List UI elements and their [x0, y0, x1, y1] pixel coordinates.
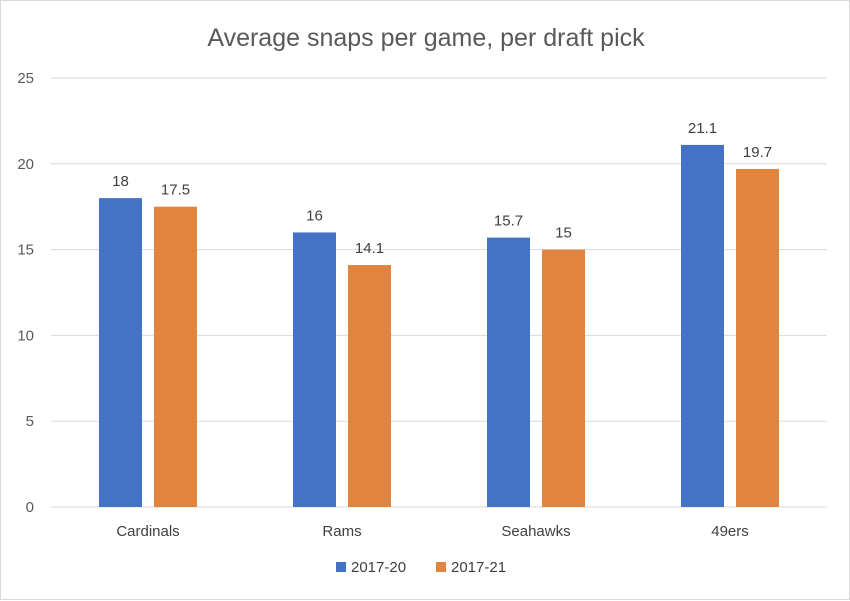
data-label: 14.1: [355, 240, 384, 257]
x-category-label: 49ers: [711, 523, 749, 540]
y-tick-label: 0: [26, 499, 34, 516]
data-label: 21.1: [688, 120, 717, 137]
data-label: 19.7: [743, 144, 772, 161]
x-category-label: Rams: [322, 523, 361, 540]
legend: 2017-20 2017-21: [336, 559, 506, 576]
bar-seahawks-2017-20: [487, 237, 530, 507]
data-label: 17.5: [161, 182, 190, 199]
x-category-label: Cardinals: [116, 523, 179, 540]
y-tick-label: 15: [17, 242, 34, 259]
x-axis-categories: Cardinals Rams Seahawks 49ers: [116, 523, 748, 540]
legend-swatch: [436, 562, 446, 572]
legend-swatch: [336, 562, 346, 572]
y-tick-label: 5: [26, 413, 34, 430]
y-tick-label: 10: [17, 327, 34, 344]
data-label: 15: [555, 225, 572, 242]
bars: [99, 144, 779, 507]
x-category-label: Seahawks: [501, 523, 570, 540]
data-label: 15.7: [494, 213, 523, 230]
chart-title: Average snaps per game, per draft pick: [207, 24, 645, 52]
bar-seahawks-2017-21: [542, 249, 585, 507]
y-axis-ticks: 0 5 10 15 20 25: [17, 70, 34, 516]
bar-49ers-2017-21: [736, 168, 779, 507]
legend-label: 2017-21: [451, 559, 506, 576]
data-label: 18: [112, 173, 129, 190]
legend-label: 2017-20: [351, 559, 406, 576]
bar-49ers-2017-20: [681, 144, 724, 507]
bar-rams-2017-21: [348, 265, 391, 507]
bar-cardinals-2017-20: [99, 198, 142, 507]
y-tick-label: 20: [17, 156, 34, 173]
y-tick-label: 25: [17, 70, 34, 87]
bar-cardinals-2017-21: [154, 206, 197, 507]
bar-rams-2017-20: [293, 232, 336, 507]
data-labels: 18 17.5 16 14.1 15.7 15 21.1 19.7: [112, 120, 772, 257]
data-label: 16: [306, 207, 323, 224]
